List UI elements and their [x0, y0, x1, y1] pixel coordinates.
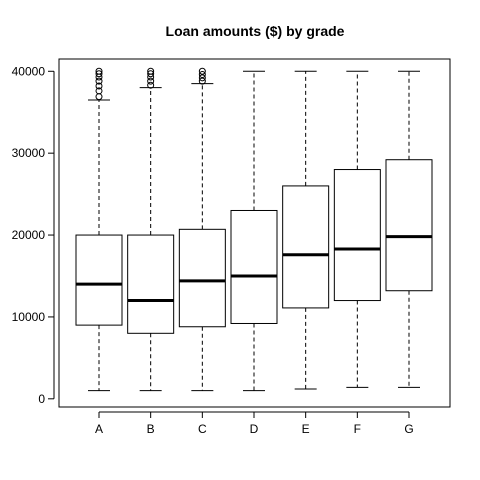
plot-frame: [58, 58, 451, 408]
x-tick-label-e: E: [302, 422, 310, 436]
y-axis: 0 10000 20000 30000 40000: [12, 64, 55, 406]
outlier-point-b: [147, 77, 155, 85]
outlier-point-c: [198, 77, 206, 85]
x-tick-label-c: C: [198, 422, 207, 436]
box-b: [127, 67, 175, 392]
iqr-box-d: [230, 209, 278, 324]
iqr-box-f: [333, 169, 381, 302]
box-d: [230, 70, 278, 392]
y-tick-label: 10000: [12, 310, 46, 324]
outlier-point-a: [95, 77, 103, 85]
chart-title: Loan amounts ($) by grade: [166, 23, 345, 39]
y-tick-label: 20000: [12, 228, 46, 242]
outlier-point-c: [198, 74, 206, 82]
x-tick-label-f: F: [354, 422, 361, 436]
outlier-point-b: [147, 70, 155, 78]
outlier-point-a: [95, 70, 103, 78]
outlier-point-b: [147, 67, 155, 75]
x-tick-label-d: D: [250, 422, 259, 436]
box-e: [282, 70, 330, 390]
y-tick-label: 0: [38, 392, 45, 406]
box-a: [75, 67, 123, 392]
iqr-box-b: [127, 234, 175, 334]
y-tick-label: 30000: [12, 146, 46, 160]
outlier-point-a: [95, 67, 103, 75]
box-f: [333, 70, 381, 388]
box-c: [178, 67, 226, 392]
y-tick-label: 40000: [12, 64, 46, 78]
outlier-point-a: [95, 93, 103, 101]
outlier-point-a: [95, 87, 103, 95]
iqr-box-e: [282, 185, 330, 309]
outlier-point-c: [198, 71, 206, 79]
boxes: [75, 67, 433, 392]
x-tick-label-b: B: [147, 422, 155, 436]
x-tick-label-g: G: [404, 422, 413, 436]
box-g: [385, 70, 433, 388]
outlier-point-b: [147, 81, 155, 89]
outlier-point-c: [198, 67, 206, 75]
iqr-box-c: [178, 228, 226, 328]
outlier-point-a: [95, 82, 103, 90]
iqr-box-a: [75, 234, 123, 326]
x-tick-label-a: A: [95, 422, 103, 436]
x-axis: A B C D E F G: [95, 411, 414, 436]
iqr-box-g: [385, 159, 433, 292]
